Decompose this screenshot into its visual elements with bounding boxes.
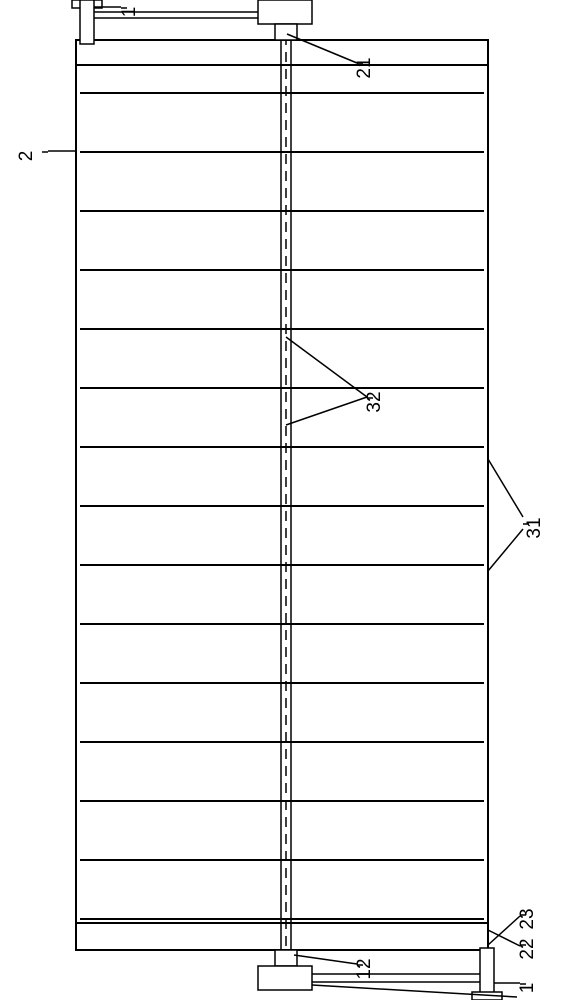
svg-text:1: 1	[119, 7, 140, 18]
svg-text:1: 1	[517, 983, 538, 994]
svg-text:22: 22	[517, 938, 538, 959]
svg-text:21: 21	[354, 57, 375, 78]
svg-text:23: 23	[517, 908, 538, 929]
svg-text:12: 12	[354, 958, 375, 979]
svg-text:2: 2	[16, 151, 37, 162]
diagram-canvas: 121232312322121	[0, 0, 574, 1000]
svg-text:31: 31	[524, 517, 545, 538]
svg-text:32: 32	[364, 391, 385, 412]
